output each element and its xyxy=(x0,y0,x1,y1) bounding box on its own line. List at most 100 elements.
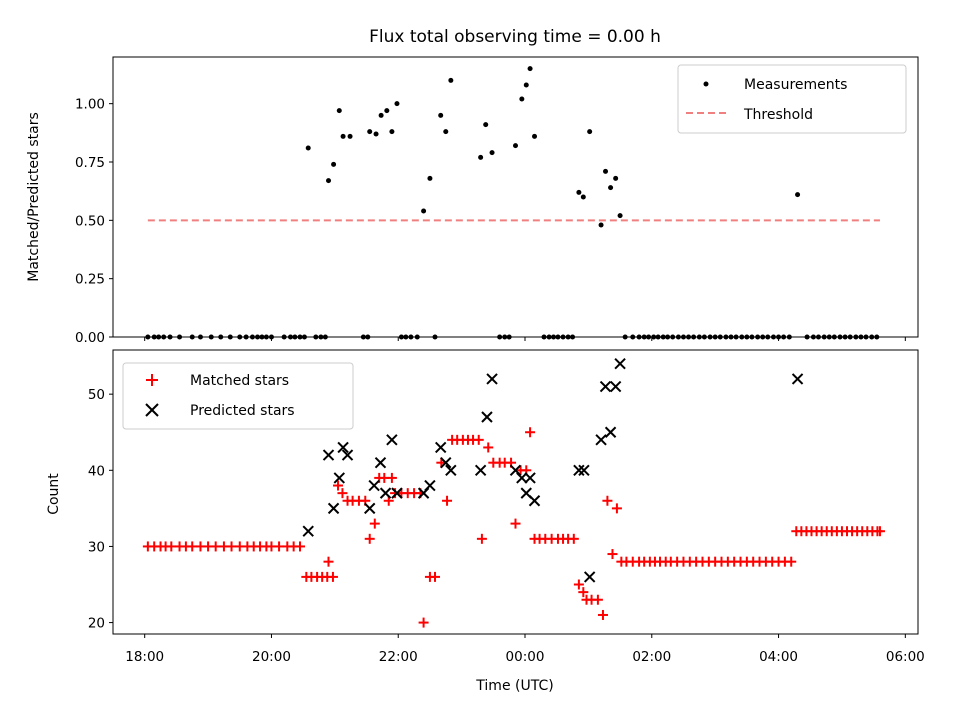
measurement-point xyxy=(478,154,484,160)
x-tick-label: 18:00 xyxy=(125,649,164,665)
y-tick-label: 50 xyxy=(88,387,105,403)
matched-stars-point xyxy=(386,472,397,483)
matched-stars-point xyxy=(364,533,375,544)
measurement-point xyxy=(421,208,427,214)
predicted-stars-point xyxy=(573,464,585,477)
predicted-stars-point xyxy=(609,380,622,393)
predicted-stars-point xyxy=(445,464,457,477)
top-legend: Measurements Threshold xyxy=(677,64,907,134)
matched-stars-point xyxy=(430,571,440,582)
matched-stars-point xyxy=(786,556,797,567)
x-axis-label: Time (UTC) xyxy=(475,678,553,694)
measurement-point xyxy=(608,185,614,191)
measurement-point xyxy=(373,131,379,137)
measurement-point xyxy=(613,175,619,181)
matched-stars-point xyxy=(607,549,618,560)
top-legend-box xyxy=(677,64,907,134)
measurement-point xyxy=(384,108,390,114)
measurement-point xyxy=(523,82,529,88)
top-y-axis-label: Matched/Predicted stars xyxy=(26,112,42,282)
predicted-stars-point xyxy=(322,449,335,461)
y-tick-label: 0.75 xyxy=(75,155,105,171)
predicted-stars-point xyxy=(374,456,387,469)
matched-stars-point xyxy=(476,533,487,544)
y-tick-label: 0.25 xyxy=(75,272,105,288)
measurement-point xyxy=(427,175,433,181)
measurement-point xyxy=(443,129,449,135)
matched-stars-point xyxy=(573,579,584,590)
bottom-marks xyxy=(142,357,885,628)
predicted-stars-point xyxy=(386,434,398,446)
measurement-point xyxy=(576,189,582,195)
x-tick-label: 00:00 xyxy=(506,649,545,665)
measurement-point xyxy=(347,133,353,139)
predicted-stars-point xyxy=(604,426,617,438)
measurement-point xyxy=(513,143,518,149)
matched-stars-point xyxy=(442,495,453,506)
measurement-point xyxy=(580,194,586,200)
matched-stars-point xyxy=(483,442,494,453)
matched-stars-point xyxy=(578,587,589,598)
predicted-stars-point xyxy=(524,472,536,484)
matched-stars-point xyxy=(369,518,380,529)
predicted-stars-point xyxy=(440,456,452,469)
predicted-stars-point xyxy=(434,441,447,454)
measurement-point xyxy=(489,150,495,156)
legend-matched-marker xyxy=(146,374,158,386)
predicted-stars-point xyxy=(327,502,340,515)
measurement-point xyxy=(448,77,454,83)
y-tick-label: 40 xyxy=(88,463,105,479)
x-tick-label: 06:00 xyxy=(886,649,925,665)
measurement-point xyxy=(438,112,444,118)
legend-threshold-label: Threshold xyxy=(743,107,813,123)
measurement-point xyxy=(617,213,623,219)
predicted-stars-point xyxy=(595,434,607,446)
measurement-point xyxy=(389,129,395,135)
legend-matched-label: Matched stars xyxy=(190,373,289,389)
matched-stars-point xyxy=(323,556,334,567)
chart-title: Flux total observing time = 0.00 h xyxy=(369,27,661,47)
x-tick-label: 02:00 xyxy=(632,649,671,665)
x-tick-label: 04:00 xyxy=(759,649,798,665)
y-tick-label: 1.00 xyxy=(75,97,105,113)
predicted-stars-point xyxy=(337,441,349,454)
measurement-point xyxy=(340,133,346,139)
measurement-point xyxy=(394,101,400,107)
matched-stars-point xyxy=(333,480,344,491)
predicted-stars-point xyxy=(599,380,612,393)
matched-stars-point xyxy=(525,427,536,438)
predicted-stars-point xyxy=(341,449,354,461)
measurement-point xyxy=(587,129,593,135)
bottom-y-axis-label: Count xyxy=(46,473,62,515)
legend-measurements-label: Measurements xyxy=(744,77,847,93)
predicted-stars-point xyxy=(368,479,380,492)
y-tick-label: 30 xyxy=(88,539,105,555)
top-axes-frame xyxy=(112,56,919,338)
matched-stars-point xyxy=(611,503,622,514)
matched-stars-point xyxy=(602,495,613,506)
measurement-point xyxy=(603,168,609,174)
measurement-point xyxy=(378,112,384,118)
measurement-point xyxy=(527,66,533,72)
predicted-stars-point xyxy=(474,464,487,477)
y-tick-label: 0.50 xyxy=(75,213,105,229)
bottom-legend: Matched stars Predicted stars xyxy=(122,362,354,430)
predicted-stars-point xyxy=(391,487,403,499)
measurement-point xyxy=(519,96,525,102)
measurement-point xyxy=(598,222,604,228)
matched-stars-point xyxy=(473,434,484,445)
matched-stars-point xyxy=(592,594,603,605)
matched-stars-point xyxy=(418,617,429,628)
matched-stars-point xyxy=(337,488,348,499)
legend-predicted-marker xyxy=(145,403,159,417)
measurement-point xyxy=(795,192,801,198)
y-tick-label: 0.00 xyxy=(75,330,105,346)
bottom-legend-box xyxy=(122,362,354,430)
bottom-x-ticks: 18:00 20:00 22:00 00:00 02:00 04:00 06:00 xyxy=(125,634,925,665)
measurement-point xyxy=(483,122,489,128)
predicted-stars-point xyxy=(333,472,345,484)
matched-stars-point xyxy=(510,518,521,529)
predicted-stars-point xyxy=(302,525,314,537)
measurement-point xyxy=(305,145,311,151)
